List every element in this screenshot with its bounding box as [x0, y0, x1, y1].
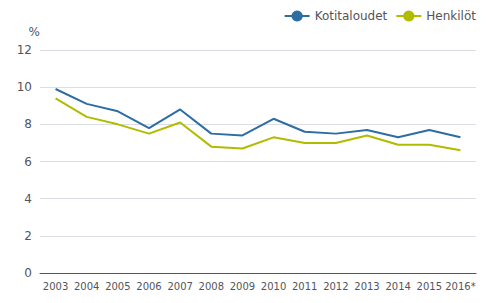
- svg-text:2013: 2013: [354, 281, 379, 292]
- svg-text:2: 2: [24, 229, 32, 243]
- svg-text:2008: 2008: [199, 281, 224, 292]
- svg-text:8: 8: [24, 117, 32, 131]
- svg-text:2005: 2005: [105, 281, 130, 292]
- svg-text:2014: 2014: [385, 281, 410, 292]
- svg-text:2007: 2007: [167, 281, 192, 292]
- svg-text:2006: 2006: [136, 281, 161, 292]
- svg-text:2004: 2004: [74, 281, 99, 292]
- svg-text:12: 12: [17, 43, 32, 57]
- svg-text:2010: 2010: [261, 281, 286, 292]
- svg-text:Kotitaloudet: Kotitaloudet: [315, 9, 388, 23]
- svg-text:4: 4: [24, 192, 32, 206]
- svg-text:Henkilöt: Henkilöt: [426, 9, 476, 23]
- svg-text:%: %: [29, 25, 40, 39]
- svg-text:6: 6: [24, 155, 32, 169]
- svg-text:2009: 2009: [230, 281, 255, 292]
- svg-text:10: 10: [17, 80, 32, 94]
- svg-text:2003: 2003: [43, 281, 68, 292]
- svg-text:2016*: 2016*: [445, 281, 475, 292]
- svg-text:2012: 2012: [323, 281, 348, 292]
- svg-text:2011: 2011: [292, 281, 317, 292]
- svg-text:2015: 2015: [417, 281, 442, 292]
- svg-text:0: 0: [24, 266, 32, 280]
